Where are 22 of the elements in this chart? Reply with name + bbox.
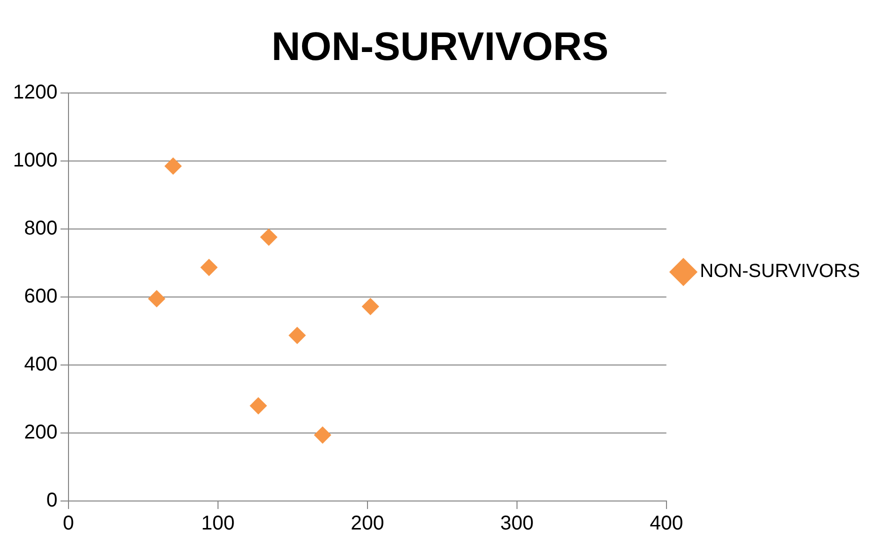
y-tick-label: 0 xyxy=(46,490,58,512)
x-tick-label: 200 xyxy=(350,512,384,535)
point xyxy=(288,326,306,344)
y-tick-label: 600 xyxy=(24,286,58,308)
y-tick-label: 1000 xyxy=(12,150,58,172)
point xyxy=(260,228,278,246)
y-tick-label: 1200 xyxy=(12,82,58,104)
point xyxy=(250,397,267,414)
y-tick-label: 200 xyxy=(24,422,58,444)
legend-label: NON-SURVIVORS xyxy=(700,261,860,282)
point xyxy=(314,426,332,444)
y-tick-label: 400 xyxy=(24,354,58,376)
point xyxy=(362,298,379,316)
point xyxy=(148,290,166,308)
x-tick-label: 0 xyxy=(62,512,74,535)
x-tick-label: 400 xyxy=(650,512,684,535)
y-tick-label: 800 xyxy=(24,218,58,240)
point xyxy=(164,158,182,175)
x-tick-label: 300 xyxy=(500,512,534,535)
x-tick-label: 100 xyxy=(201,512,235,535)
chart-title: NON-SURVIVORS xyxy=(271,25,609,70)
point xyxy=(200,258,218,276)
